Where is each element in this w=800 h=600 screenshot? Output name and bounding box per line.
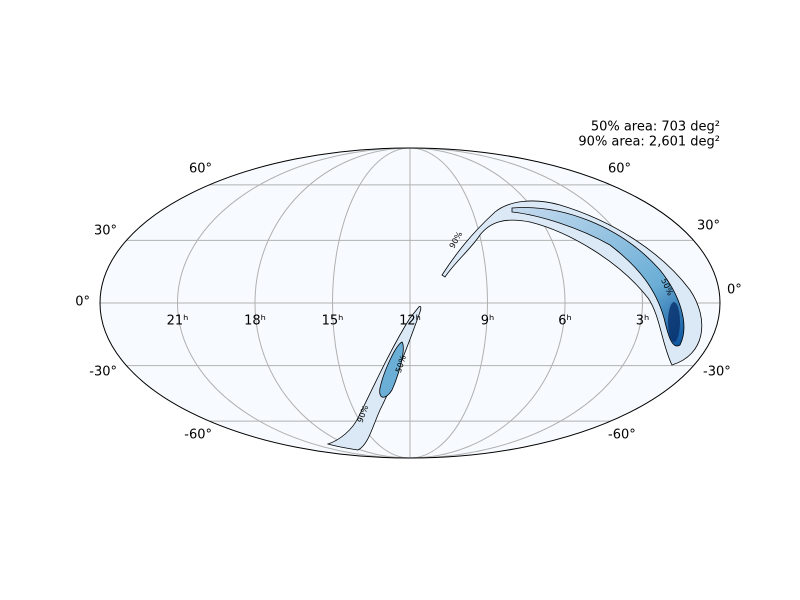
sky-border [99,147,721,459]
dec-label: -60° [184,428,212,443]
dec-label: -60° [608,428,636,443]
dec-label: 0° [75,295,90,310]
meridian [177,148,643,458]
ra-label: 18ʰ [244,314,266,329]
meridian [332,148,488,458]
contour-90 [326,305,422,451]
dec-label: 60° [189,162,212,177]
ra-label: 12ʰ [399,314,421,329]
dec-label: -30° [89,365,117,380]
dec-label: 30° [697,219,720,234]
dec-label: 30° [94,224,117,239]
meridian [254,148,566,458]
dec-label: 0° [727,283,742,298]
ra-label: 6ʰ [558,314,572,329]
area-annotation: 90% area: 2,601 deg² [578,135,720,150]
ra-label: 15ʰ [322,314,344,329]
dec-label: -30° [703,365,731,380]
peak [668,302,680,342]
ra-label: 21ʰ [167,314,189,329]
ra-label: 9ʰ [481,314,495,329]
area-annotation: 50% area: 703 deg² [591,120,720,135]
ra-label: 3ʰ [636,314,650,329]
dec-label: 60° [608,162,631,177]
graticule [100,148,720,458]
contour-90 [441,200,703,366]
contour-50 [379,341,404,398]
contour-50 [511,207,685,347]
